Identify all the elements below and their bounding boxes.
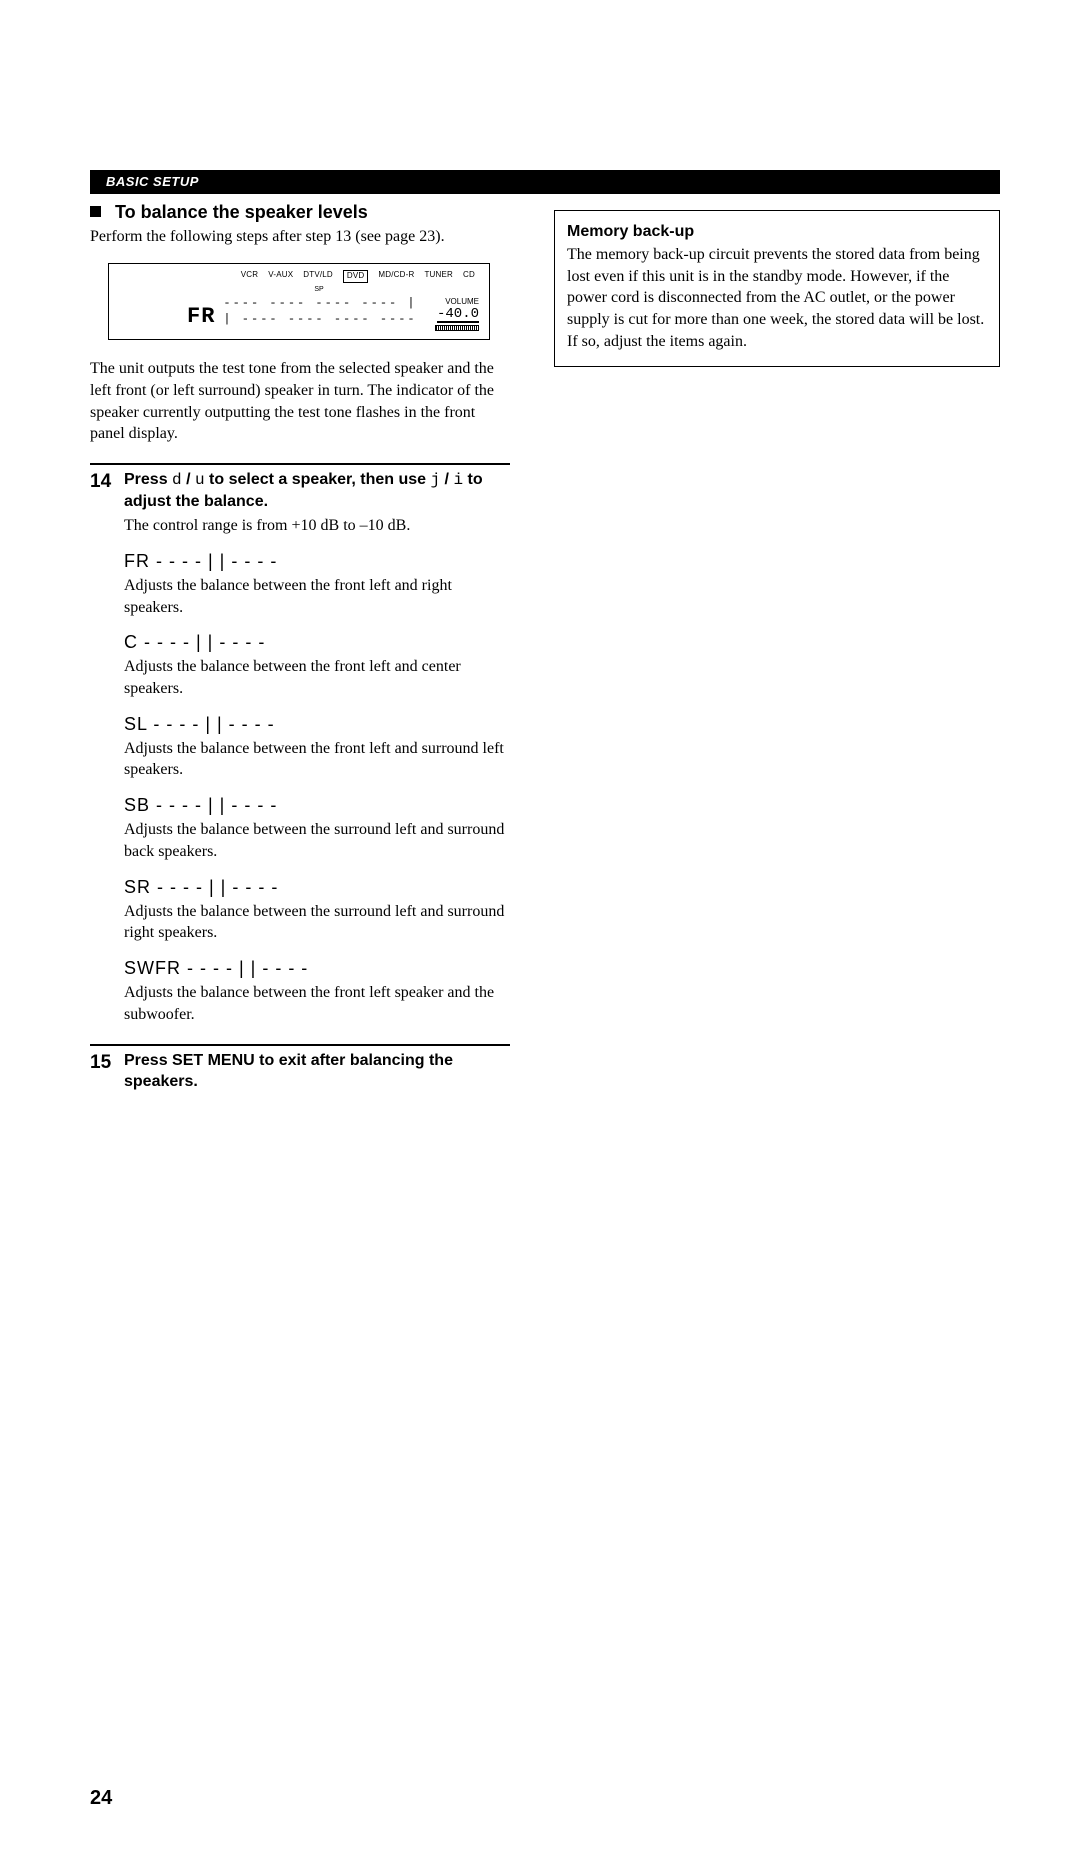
memory-box-text: The memory back-up circuit prevents the …: [567, 244, 987, 352]
display-source: DTV/LD: [303, 270, 333, 283]
step-head-text: to select a speaker, then use: [205, 471, 431, 488]
display-source: VCR: [241, 270, 259, 283]
step-number: 14: [90, 469, 116, 1026]
balance-code: SL - - - - | | - - - -: [124, 712, 510, 736]
display-volume-value: -40.0: [437, 307, 479, 323]
display-source-row: VCR V-AUX DTV/LD DVD MD/CD-R TUNER CD: [117, 270, 481, 283]
bullet-square-icon: [90, 206, 101, 217]
display-sub-label: SP: [157, 285, 481, 294]
step-heading: Press d / u to select a speaker, then us…: [124, 469, 510, 513]
step-heading: Press SET MENU to exit after balancing t…: [124, 1050, 510, 1093]
key-d: d: [172, 471, 182, 489]
step-head-text: Press: [124, 471, 172, 488]
balance-code: C - - - - | | - - - -: [124, 630, 510, 654]
balance-desc: Adjusts the balance between the front le…: [124, 982, 510, 1025]
display-source: V-AUX: [268, 270, 293, 283]
balance-code: SWFR - - - - | | - - - -: [124, 956, 510, 980]
memory-box-title: Memory back-up: [567, 221, 987, 243]
display-source-active: DVD: [343, 270, 369, 283]
step-15: 15 Press SET MENU to exit after balancin…: [90, 1044, 510, 1093]
header-section-label: BASIC SETUP: [106, 174, 199, 189]
display-source: MD/CD-R: [378, 270, 414, 283]
memory-backup-box: Memory back-up The memory back-up circui…: [554, 210, 1000, 368]
header-band: BASIC SETUP: [90, 170, 1000, 194]
balance-desc: Adjusts the balance between the front le…: [124, 738, 510, 781]
step-head-text: /: [440, 471, 453, 488]
step-14: 14 Press d / u to select a speaker, then…: [90, 463, 510, 1026]
display-source: TUNER: [424, 270, 453, 283]
display-volume-scale: [435, 325, 479, 331]
page-number: 24: [90, 1785, 112, 1812]
balance-code: SR - - - - | | - - - -: [124, 875, 510, 899]
display-source: CD: [463, 270, 475, 283]
left-column: To balance the speaker levels Perform th…: [90, 200, 510, 1093]
step-range-text: The control range is from +10 dB to –10 …: [124, 515, 510, 537]
key-i: i: [453, 471, 463, 489]
display-volume: VOLUME -40.0: [435, 297, 481, 332]
display-main-row: FR ---- ---- ---- ---- | | ---- ---- ---…: [117, 297, 481, 332]
balance-desc: Adjusts the balance between the front le…: [124, 656, 510, 699]
section-title: To balance the speaker levels: [90, 200, 510, 224]
key-u: u: [195, 471, 205, 489]
step-number: 15: [90, 1050, 116, 1093]
step-body: Press SET MENU to exit after balancing t…: [124, 1050, 510, 1093]
display-bar-pattern: ---- ---- ---- ---- | | ---- ---- ---- -…: [223, 295, 427, 327]
step-head-text: /: [182, 471, 195, 488]
balance-desc: Adjusts the balance between the surround…: [124, 901, 510, 944]
right-column: Memory back-up The memory back-up circui…: [554, 200, 1000, 368]
two-column-layout: To balance the speaker levels Perform th…: [90, 200, 1000, 1093]
key-j: j: [431, 471, 441, 489]
step-body: Press d / u to select a speaker, then us…: [124, 469, 510, 1026]
display-lcd-text: FR: [187, 302, 215, 332]
balance-desc: Adjusts the balance between the front le…: [124, 575, 510, 618]
display-volume-label: VOLUME: [445, 297, 479, 306]
section-title-text: To balance the speaker levels: [115, 202, 368, 222]
after-display-text: The unit outputs the test tone from the …: [90, 358, 510, 444]
balance-code: FR - - - - | | - - - -: [124, 549, 510, 573]
document-page: BASIC SETUP To balance the speaker level…: [0, 0, 1080, 1872]
section-intro: Perform the following steps after step 1…: [90, 226, 510, 248]
front-panel-display: VCR V-AUX DTV/LD DVD MD/CD-R TUNER CD SP…: [108, 263, 490, 340]
balance-desc: Adjusts the balance between the surround…: [124, 819, 510, 862]
balance-code: SB - - - - | | - - - -: [124, 793, 510, 817]
